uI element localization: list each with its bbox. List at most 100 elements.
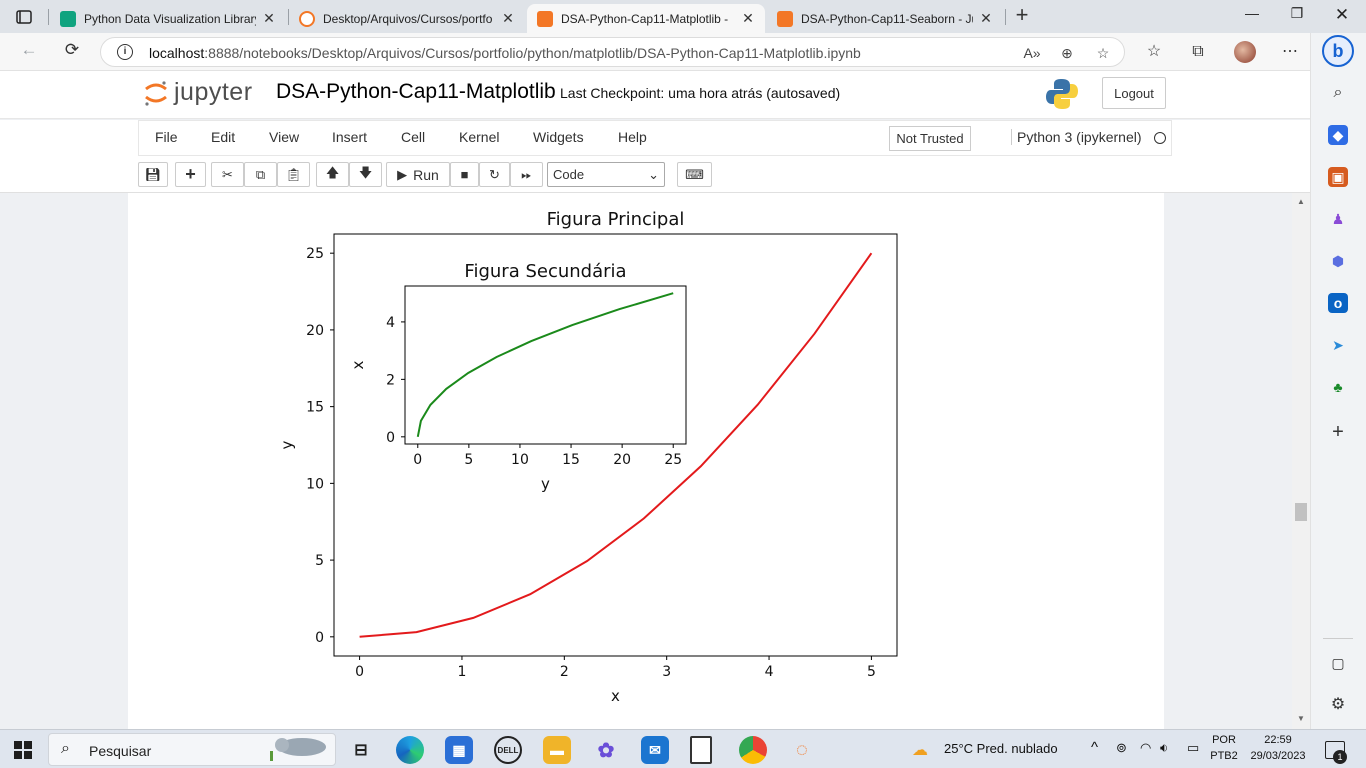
tab-title: Desktop/Arquivos/Cursos/portfo [323,11,493,26]
windows-start-icon[interactable] [14,741,32,759]
arrow-up-icon: 🡅 [325,164,340,180]
scroll-up-icon[interactable]: ▲ [1297,197,1305,206]
jupyter-taskbar-icon[interactable]: ◌ [796,738,808,761]
sidebar-games-icon[interactable]: ♟ [1331,211,1345,227]
kernel-name[interactable]: Python 3 (ipykernel) [1011,129,1142,145]
sidebar-search-icon[interactable]: ⌕ [1333,84,1343,101]
tab-python-data-visualization[interactable]: Python Data Visualization Library ✕ [50,4,286,33]
tab-seaborn-notebook[interactable]: DSA-Python-Cap11-Seaborn - Ju ✕ [767,4,1003,33]
tray-overflow-icon[interactable]: ^ [1091,739,1099,756]
lang-bottom[interactable]: PTB2 [1210,750,1238,762]
bing-chat-icon[interactable]: b [1322,35,1354,67]
taskbar: ⌕ Pesquisar ⊟ ▦ DELL ▬ ✿ ✉ ◌ ☁ 25°C Pred… [0,729,1366,768]
sidebar-office-icon[interactable]: ⬢ [1331,253,1345,269]
menu-help[interactable]: Help [618,129,647,145]
minimize-icon[interactable]: — [1245,5,1259,21]
volume-icon[interactable]: 🔉︎ [1160,740,1169,755]
command-palette-button[interactable]: ⌨ [677,162,712,187]
copy-button[interactable]: ⧉ [244,162,277,187]
weather-text[interactable]: 25°C Pred. nublado [944,741,1058,756]
tab-actions-button[interactable] [10,6,38,28]
sidebar-panel-icon[interactable]: ▢ [1331,655,1345,671]
menu-view[interactable]: View [269,129,300,145]
add-favorite-icon[interactable]: ☆ [1096,45,1110,61]
move-up-button[interactable]: 🡅 [316,162,349,187]
paste-button[interactable]: 📋︎ [277,162,310,187]
menu-kernel[interactable]: Kernel [459,129,500,145]
wifi-icon[interactable]: ◠ [1140,740,1152,755]
copilot-taskbar-icon[interactable]: ✿ [597,739,615,762]
menu-file[interactable]: File [155,129,178,145]
clock-date[interactable]: 29/03/2023 [1250,750,1306,762]
new-tab-icon[interactable]: + [1015,2,1029,27]
url-text[interactable]: localhost:8888/notebooks/Desktop/Arquivo… [149,45,861,61]
menu-edit[interactable]: Edit [211,129,236,145]
collections-icon[interactable]: ⧉ [1192,43,1204,60]
tab-close-icon[interactable]: ✕ [502,10,514,26]
jupyter-logo-icon[interactable] [143,79,169,107]
notebook-scrollbar[interactable] [1292,193,1310,729]
favorites-icon[interactable]: ☆ [1146,43,1162,60]
meet-now-icon[interactable]: ⊚ [1116,740,1127,755]
sidebar-add-icon[interactable]: + [1332,421,1344,443]
interrupt-button[interactable]: ■ [450,162,479,187]
read-aloud-icon[interactable]: A» [1023,45,1041,61]
task-view-icon[interactable]: ⊟ [354,742,368,759]
tab-desktop-arquivos[interactable]: Desktop/Arquivos/Cursos/portfo ✕ [289,4,525,33]
address-bar[interactable]: i localhost:8888/notebooks/Desktop/Arqui… [100,37,1125,67]
restore-icon[interactable]: ❐ [1290,5,1304,21]
sidebar-outlook-icon[interactable]: o [1328,293,1348,313]
not-trusted-button[interactable]: Not Trusted [889,126,971,151]
sidebar-tools-icon[interactable]: ▣ [1328,167,1348,187]
tab-close-icon[interactable]: ✕ [263,10,275,26]
scroll-down-icon[interactable]: ▼ [1297,714,1305,723]
url-host: localhost [149,45,205,61]
run-button[interactable]: ▶ Run [386,162,450,187]
taskbar-search[interactable]: ⌕ Pesquisar [48,733,336,766]
tab-matplotlib-notebook[interactable]: DSA-Python-Cap11-Matplotlib - ✕ [527,4,765,33]
store-taskbar-icon[interactable]: ▦ [445,736,473,764]
site-info-icon[interactable]: i [117,44,133,60]
cut-button[interactable]: ✂ [211,162,244,187]
zoom-icon[interactable]: ⊕ [1061,45,1073,61]
inset-axes-frame [404,285,687,445]
tab-close-icon[interactable]: ✕ [742,10,754,26]
save-button[interactable]: 💾︎ [138,162,168,187]
close-window-icon[interactable]: ✕ [1334,5,1350,24]
file-explorer-icon[interactable]: ▬ [543,736,571,764]
clock-time[interactable]: 22:59 [1264,734,1292,746]
insert-cell-button[interactable]: + [175,162,206,187]
move-down-button[interactable]: 🡇 [349,162,382,187]
lang-top[interactable]: POR [1212,734,1236,746]
document-taskbar-icon[interactable] [690,736,712,764]
scrollbar-thumb[interactable] [1295,503,1307,521]
cell-type-select[interactable]: Code ⌄ [547,162,665,187]
menu-insert[interactable]: Insert [332,129,368,145]
tab-close-icon[interactable]: ✕ [980,10,992,26]
reload-icon[interactable]: ⟳ [64,40,80,59]
sidebar-shopping-icon[interactable]: ◆ [1328,125,1348,145]
weather-icon[interactable]: ☁ [912,742,928,759]
inset-x-tick-label: 5 [464,452,473,468]
jupyter-logo-text[interactable]: jupyter [174,78,253,106]
sidebar-send-icon[interactable]: ➤ [1332,337,1344,353]
notebook-title[interactable]: DSA-Python-Cap11-Matplotlib [276,80,556,103]
battery-icon[interactable]: ▭ [1187,740,1200,755]
more-menu-icon[interactable]: ⋯ [1282,43,1298,60]
chrome-taskbar-icon[interactable] [739,736,767,764]
back-icon[interactable]: ← [20,40,38,59]
edge-taskbar-icon[interactable] [396,736,424,764]
python-logo-icon [1046,79,1078,109]
menu-cell[interactable]: Cell [401,129,426,145]
main-x-tick-label: 0 [355,664,364,680]
sidebar-settings-icon[interactable]: ⚙ [1330,696,1346,713]
restart-button[interactable]: ↻ [479,162,510,187]
mail-taskbar-icon[interactable]: ✉ [641,736,669,764]
profile-avatar[interactable] [1234,41,1256,63]
menu-widgets[interactable]: Widgets [533,129,584,145]
logout-button[interactable]: Logout [1102,77,1166,109]
restart-run-all-button[interactable]: ⏩︎ [510,162,543,187]
dell-taskbar-icon[interactable]: DELL [494,736,522,764]
sidebar-tree-icon[interactable]: ♣ [1333,379,1343,395]
